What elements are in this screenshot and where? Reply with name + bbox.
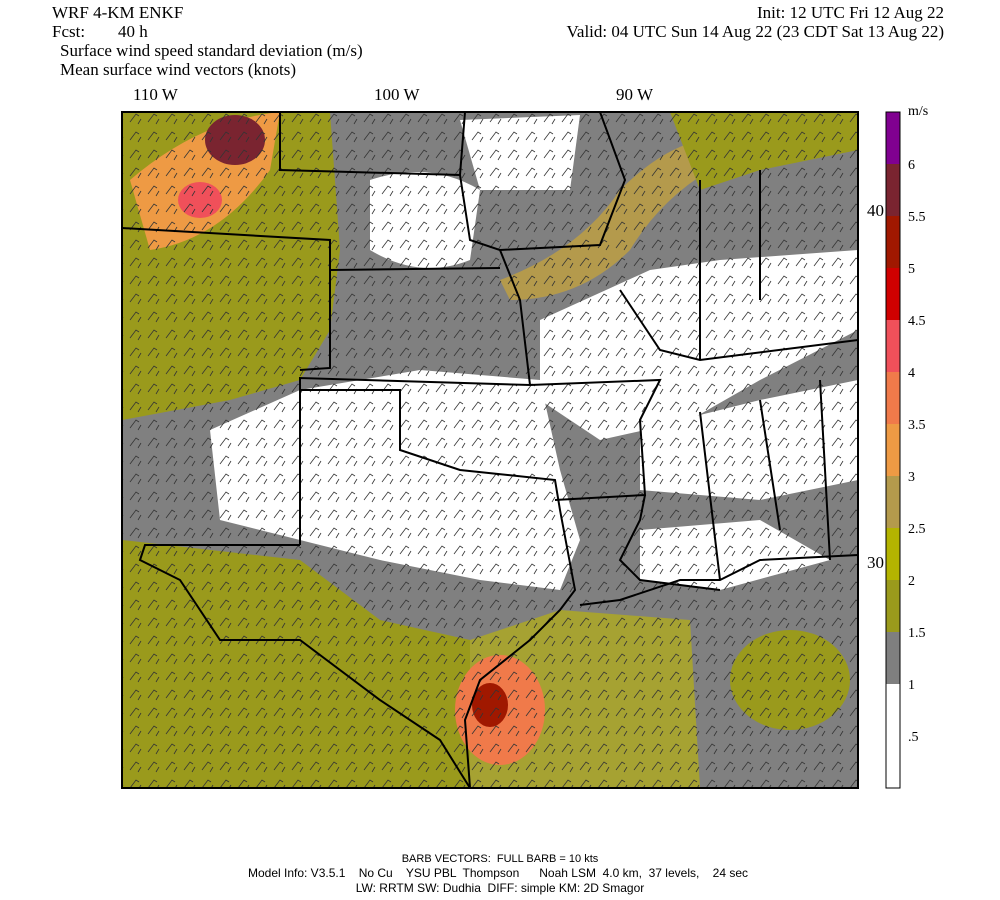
colorbar-bin <box>886 580 900 632</box>
colorbar-bin <box>886 476 900 528</box>
colorbar-label: 5.5 <box>908 210 926 225</box>
wind-barbs <box>122 112 858 788</box>
colorbar-bin <box>886 112 900 164</box>
map-area <box>122 112 858 788</box>
forecast-hour: 40 h <box>118 22 148 41</box>
colorbar-label: 5 <box>908 262 915 277</box>
colorbar-label: 1 <box>908 678 915 693</box>
longitude-label: 90 W <box>616 85 654 104</box>
longitude-label: 100 W <box>374 85 420 104</box>
colorbar-bin <box>886 632 900 684</box>
colorbar-label: 2.5 <box>908 522 926 537</box>
colorbar-label: 3.5 <box>908 418 926 433</box>
colorbar-label: 2 <box>908 574 915 589</box>
model-name: WRF 4-KM ENKF <box>52 3 183 22</box>
longitude-labels: 110 W 100 W 90 W <box>133 85 654 104</box>
colorbar-bin <box>886 684 900 736</box>
colorbar-bin <box>886 216 900 268</box>
colorbar-bin <box>886 268 900 320</box>
colorbar-bin <box>886 372 900 424</box>
init-time: Init: 12 UTC Fri 12 Aug 22 <box>757 3 944 22</box>
vector-name: Mean surface wind vectors (knots) <box>60 60 296 79</box>
colorbar-label: .5 <box>908 730 919 745</box>
colorbar-label: 4 <box>908 366 915 381</box>
colorbar: .5 1 1.5 2 2.5 3 3.5 4 4.5 5 5.5 6 m/s <box>885 104 928 789</box>
state-borders <box>122 112 858 788</box>
colorbar-label: 4.5 <box>908 314 926 329</box>
colorbar-bin <box>886 424 900 476</box>
longitude-label: 110 W <box>133 85 179 104</box>
colorbar-label: 6 <box>908 158 915 173</box>
colorbar-bin <box>886 736 900 788</box>
physics-info: LW: RRTM SW: Dudhia DIFF: simple KM: 2D … <box>356 881 645 895</box>
coastline <box>579 554 858 606</box>
colorbar-label: 1.5 <box>908 626 926 641</box>
colorbar-bin <box>886 320 900 372</box>
map-frame <box>121 111 859 789</box>
colorbar-bin <box>886 164 900 216</box>
field-name: Surface wind speed standard deviation (m… <box>60 41 363 60</box>
colorbar-unit: m/s <box>908 104 928 119</box>
colorbar-frame <box>885 111 901 789</box>
model-info: Model Info: V3.5.1 No Cu YSU PBL Thompso… <box>248 866 748 880</box>
barb-note: BARB VECTORS: FULL BARB = 10 kts <box>402 853 599 865</box>
colorbar-bin <box>886 528 900 580</box>
valid-time: Valid: 04 UTC Sun 14 Aug 22 (23 CDT Sat … <box>567 22 944 41</box>
colorbar-label: 3 <box>908 470 915 485</box>
forecast-label: Fcst: <box>52 22 85 41</box>
